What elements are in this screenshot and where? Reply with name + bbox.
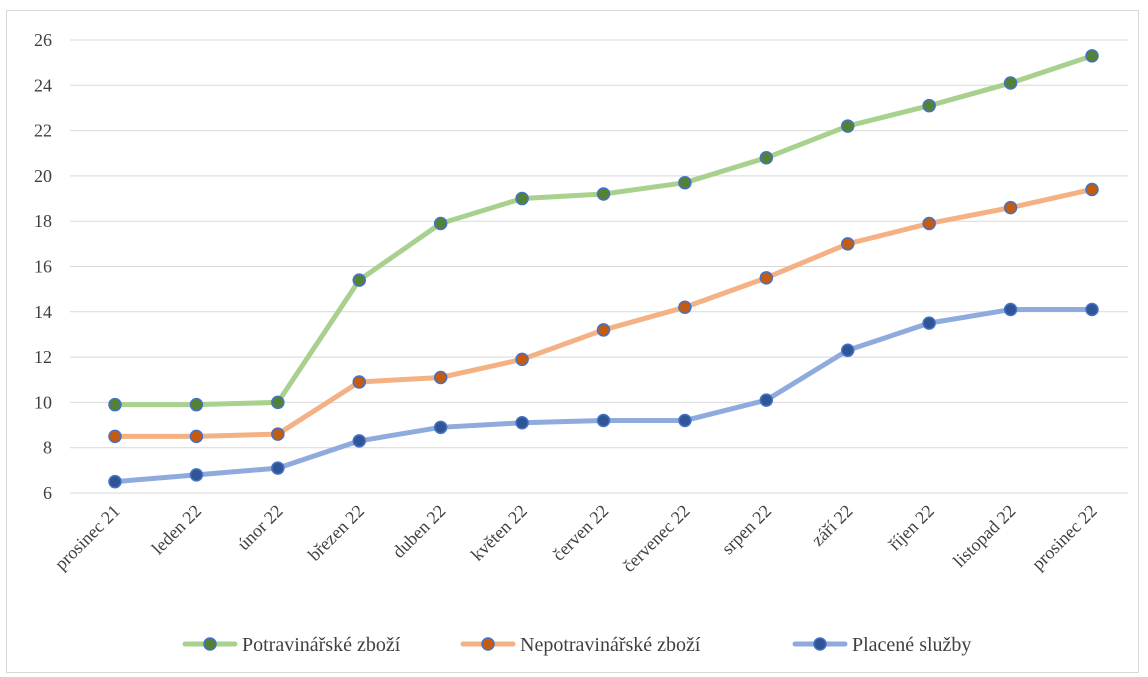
data-point xyxy=(1003,200,1018,215)
x-tick-label: říjen 22 xyxy=(885,501,938,554)
data-point xyxy=(271,395,285,410)
data-point xyxy=(678,175,692,190)
legend-label: Nepotravinářské zboží xyxy=(520,634,701,656)
data-point xyxy=(678,413,692,428)
y-tick-label: 10 xyxy=(34,392,52,412)
y-tick-label: 20 xyxy=(34,166,52,186)
y-tick-label: 26 xyxy=(34,30,52,50)
data-point xyxy=(108,474,122,489)
series-2 xyxy=(108,182,1099,444)
x-tick-label: červen 22 xyxy=(548,501,612,565)
data-point xyxy=(1085,302,1099,317)
x-tick-label: červenec 22 xyxy=(618,501,693,576)
data-point xyxy=(271,427,285,441)
data-point xyxy=(515,352,529,367)
legend-marker xyxy=(481,637,495,651)
y-tick-label: 24 xyxy=(34,75,52,95)
data-point xyxy=(922,216,936,231)
x-tick-label: leden 22 xyxy=(148,501,206,559)
x-tick-label: srpen 22 xyxy=(718,501,776,559)
data-point xyxy=(271,461,285,475)
data-point xyxy=(189,429,204,444)
data-point xyxy=(189,468,204,482)
x-tick-label: prosinec 22 xyxy=(1028,501,1101,574)
legend-label: Potravinářské zboží xyxy=(242,634,401,656)
data-point xyxy=(352,273,366,287)
data-point xyxy=(189,397,204,412)
x-tick-label: květen 22 xyxy=(467,501,531,565)
legend-marker xyxy=(813,637,827,651)
series-line xyxy=(112,53,1095,408)
data-point xyxy=(841,237,855,251)
data-point xyxy=(433,420,448,435)
legend-label: Placené služby xyxy=(852,634,971,656)
legend-item: Potravinářské zboží xyxy=(182,634,401,656)
data-point xyxy=(108,429,122,444)
x-tick-label: duben 22 xyxy=(388,501,449,562)
y-tick-label: 22 xyxy=(34,121,52,141)
legend-item: Placené služby xyxy=(792,634,971,656)
data-point xyxy=(596,187,611,201)
series-group xyxy=(108,49,1099,489)
data-point xyxy=(515,191,529,206)
y-tick-label: 14 xyxy=(34,302,52,322)
series-line xyxy=(112,186,1095,439)
data-point xyxy=(433,216,448,231)
data-point xyxy=(841,343,855,358)
data-point xyxy=(841,119,855,133)
x-tick-label: prosinec 21 xyxy=(51,501,124,574)
data-point xyxy=(759,151,774,165)
data-point xyxy=(678,300,692,315)
y-tick-label: 18 xyxy=(34,211,52,231)
data-point xyxy=(922,316,936,330)
y-tick-label: 12 xyxy=(34,347,52,367)
series-1 xyxy=(108,49,1099,412)
y-axis-ticks: 6 8 10 12 14 16 18 20 22 24 26 xyxy=(34,30,52,503)
x-tick-label: listopad 22 xyxy=(949,501,1019,571)
legend-item: Nepotravinářské zboží xyxy=(460,634,701,656)
y-tick-label: 16 xyxy=(34,257,52,277)
data-point xyxy=(108,397,122,412)
data-point xyxy=(1003,302,1018,317)
data-point xyxy=(759,393,774,407)
data-point xyxy=(759,271,774,285)
y-tick-label: 6 xyxy=(43,483,52,503)
data-point xyxy=(1085,49,1099,63)
x-tick-label: únor 22 xyxy=(233,501,286,554)
data-point xyxy=(596,323,611,337)
data-point xyxy=(515,416,529,430)
data-point xyxy=(352,434,366,448)
legend: Potravinářské zboží Nepotravinářské zboží… xyxy=(182,634,971,656)
data-point xyxy=(922,98,936,113)
data-point xyxy=(1003,76,1018,90)
data-point xyxy=(596,413,611,428)
legend-marker xyxy=(203,637,217,651)
y-tick-label: 8 xyxy=(43,438,52,458)
data-point xyxy=(433,370,448,385)
x-tick-label: březen 22 xyxy=(304,501,368,565)
x-axis-ticks: prosinec 21 leden 22 únor 22 březen 22 duben… xyxy=(51,501,1101,576)
series-3 xyxy=(108,302,1099,489)
x-tick-label: září 22 xyxy=(807,501,856,550)
data-point xyxy=(1085,182,1099,197)
data-point xyxy=(352,375,366,389)
